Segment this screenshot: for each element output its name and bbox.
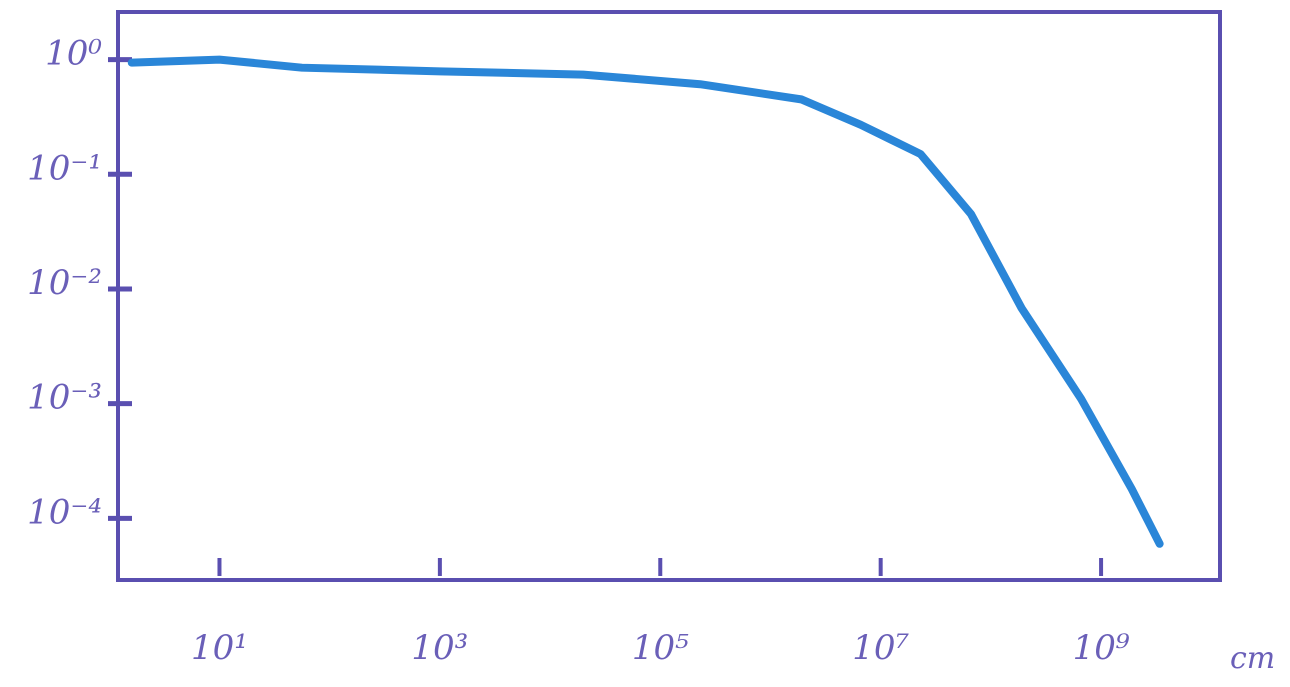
y-tick-label: 10⁰ xyxy=(45,34,102,74)
x-tick-label: 10³ xyxy=(411,628,468,668)
data-line xyxy=(127,55,1164,548)
plot-frame xyxy=(116,10,1222,582)
x-tick-label: 10⁷ xyxy=(852,628,909,668)
x-tick-label: 10⁵ xyxy=(632,628,689,668)
y-tick-label: 10⁻¹ xyxy=(27,148,102,188)
x-tick-label: 10⁹ xyxy=(1073,628,1130,668)
y-tick-label: 10⁻² xyxy=(27,263,102,303)
x-tick-label: 10¹ xyxy=(191,628,248,668)
x-axis-label: cm xyxy=(1230,641,1275,676)
y-tick-label: 10⁻³ xyxy=(27,378,102,418)
y-tick-label: 10⁻⁴ xyxy=(27,492,102,532)
